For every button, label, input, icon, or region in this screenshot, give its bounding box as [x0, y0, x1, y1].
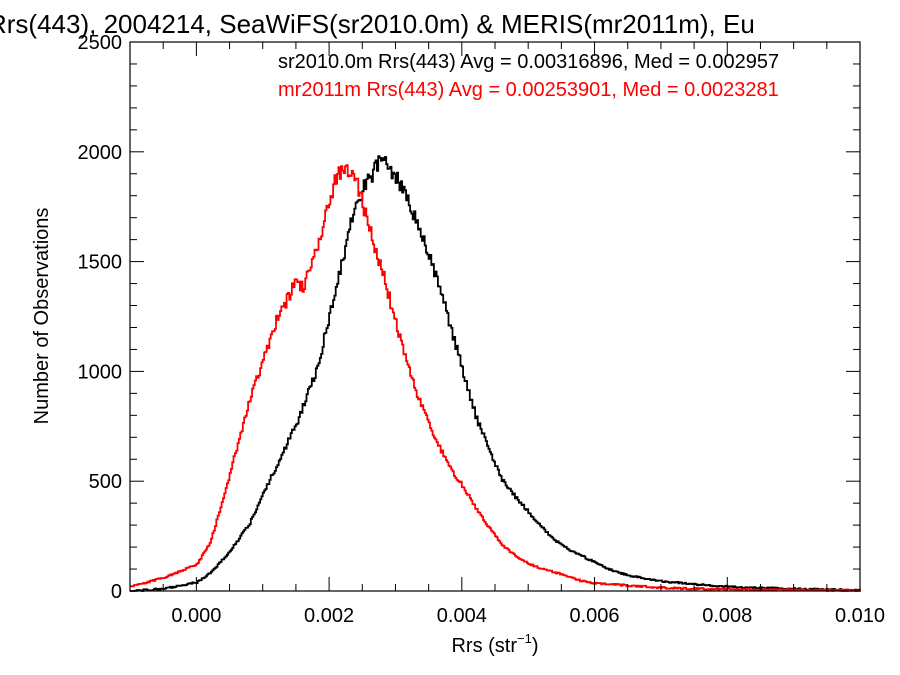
- annotation-mr2011-stats: mr2011m Rrs(443) Avg = 0.00253901, Med =…: [278, 79, 779, 101]
- y-tick-label: 2000: [78, 142, 123, 164]
- x-tick-label: 0.008: [702, 605, 752, 627]
- x-axis-label-superscript: −1: [517, 631, 532, 646]
- y-tick-label: 500: [89, 471, 122, 493]
- plot-frame: [129, 41, 861, 592]
- y-axis-ticks: 0 500 1000 1500 2000 2500: [78, 32, 860, 603]
- x-axis-ticks: 0.000 0.002 0.004 0.006 0.008 0.010: [129, 42, 885, 627]
- annotation-sr2010-stats: sr2010.0m Rrs(443) Avg = 0.00316896, Med…: [278, 51, 779, 73]
- histogram-series-2: [130, 164, 861, 592]
- y-tick-label: 2500: [78, 32, 123, 54]
- y-axis-label: Number of Observations: [31, 208, 53, 425]
- chart-title: Rrs(443), 2004214, SeaWiFS(sr2010.0m) & …: [0, 9, 755, 39]
- histogram-series-1: [130, 155, 861, 592]
- x-tick-label: 0.000: [171, 605, 221, 627]
- y-tick-label: 1500: [78, 252, 123, 274]
- y-tick-label: 0: [111, 581, 122, 603]
- plot-series: [130, 155, 861, 592]
- x-tick-label: 0.004: [437, 605, 487, 627]
- x-axis-label: Rrs (str−1): [451, 631, 538, 657]
- x-tick-label: 0.010: [835, 605, 885, 627]
- x-axis-label-end: ): [532, 635, 539, 657]
- x-axis-label-main: Rrs (str: [451, 635, 517, 657]
- x-tick-label: 0.002: [304, 605, 354, 627]
- x-tick-label: 0.006: [570, 605, 620, 627]
- y-tick-label: 1000: [78, 361, 123, 383]
